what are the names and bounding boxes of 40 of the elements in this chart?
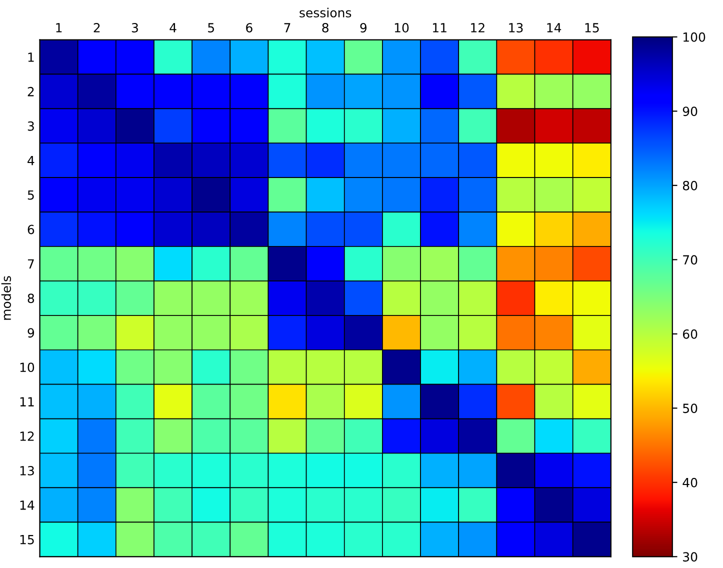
y-tick-label: 2 xyxy=(28,86,34,96)
x-tick-label: 9 xyxy=(360,23,367,32)
y-tick-label: 7 xyxy=(28,259,34,268)
color-bar-label: 60 xyxy=(682,329,698,339)
color-bar-label: 40 xyxy=(682,478,698,488)
color-bar-label: 50 xyxy=(683,404,698,414)
x-tick-label: 13 xyxy=(509,23,523,32)
y-tick-label: 14 xyxy=(20,500,34,510)
x-tick-label: 14 xyxy=(547,23,562,32)
x-tick-label: 3 xyxy=(132,23,138,32)
x-tick-label: 2 xyxy=(94,23,100,32)
x-tick-label: 8 xyxy=(322,23,328,32)
y-axis-title: models xyxy=(1,276,12,320)
x-tick-label: 7 xyxy=(284,23,290,32)
y-tick-label: 15 xyxy=(20,535,34,544)
y-tick-label: 4 xyxy=(28,156,34,166)
x-tick-label: 6 xyxy=(246,23,252,32)
x-tick-label: 15 xyxy=(585,23,599,32)
y-tick-label: 5 xyxy=(28,190,34,200)
y-tick-label: 13 xyxy=(20,466,34,476)
color-bar-label: 90 xyxy=(682,106,698,116)
color-bar-label: 100 xyxy=(683,32,706,42)
x-tick-label: 5 xyxy=(208,23,214,32)
x-tick-label: 12 xyxy=(471,23,484,32)
y-tick-label: 3 xyxy=(28,121,34,131)
y-tick-label: 12 xyxy=(20,432,34,441)
x-tick-label: 10 xyxy=(394,23,409,32)
y-tick-label: 11 xyxy=(20,397,34,406)
y-tick-label: 8 xyxy=(28,294,34,304)
color-bar-label: 70 xyxy=(683,255,698,265)
y-tick-label: 9 xyxy=(28,328,34,338)
y-tick-label: 6 xyxy=(28,224,34,234)
x-tick-label: 1 xyxy=(56,23,62,32)
x-tick-label: 4 xyxy=(170,23,176,32)
color-bar-label: 80 xyxy=(682,180,698,190)
y-tick-label: 1 xyxy=(28,52,34,62)
y-tick-label: 10 xyxy=(20,362,34,372)
color-bar-label: 30 xyxy=(683,552,698,562)
x-tick-label: 11 xyxy=(433,23,446,32)
x-axis-title: sessions xyxy=(300,8,352,18)
